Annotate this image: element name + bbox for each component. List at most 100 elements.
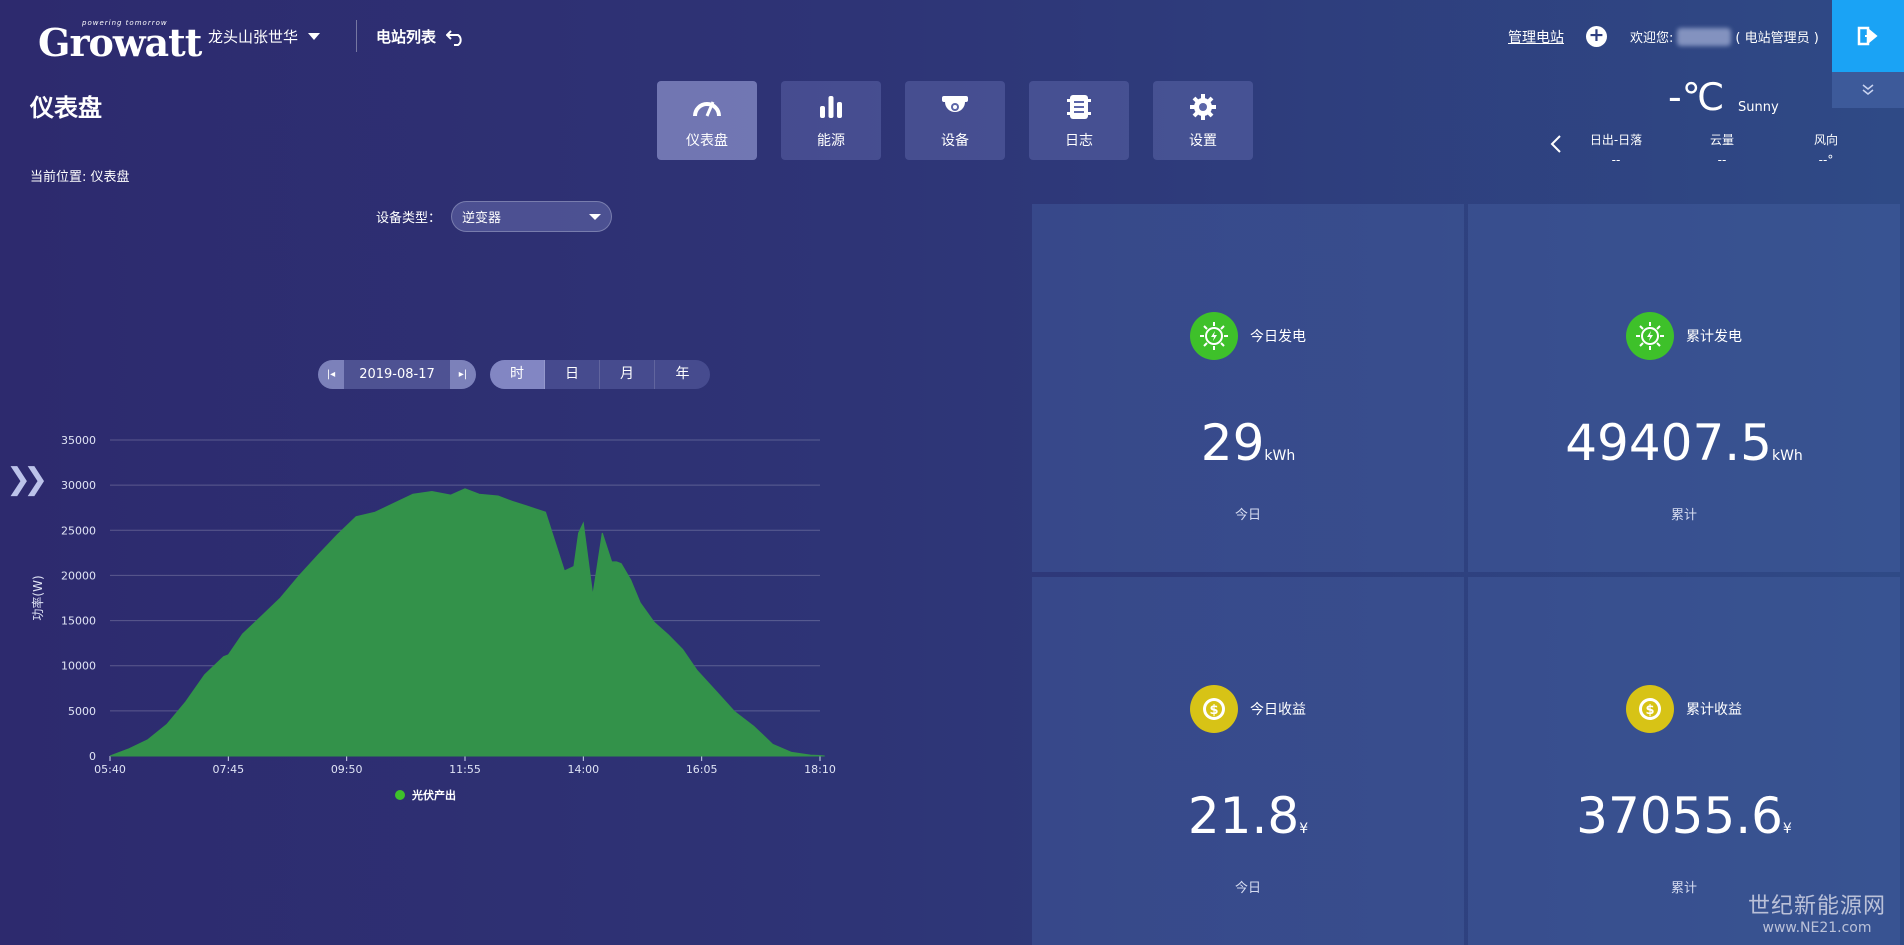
card-today-generation: 今日发电 29kWh 今日: [1032, 204, 1464, 572]
x-tick-label: 16:05: [686, 763, 718, 776]
legend-marker: [395, 790, 405, 800]
x-tick-label: 14:00: [567, 763, 599, 776]
station-selector[interactable]: 龙头山张世华: [208, 26, 321, 47]
dashboard-icon: [693, 100, 721, 117]
card-unit: kWh: [1771, 448, 1803, 464]
weather-wind-direction: 风向 --°: [1786, 130, 1866, 170]
date-prev-button[interactable]: |◂: [318, 360, 344, 389]
device-type-select[interactable]: 逆变器: [451, 201, 612, 232]
add-plant-button[interactable]: +: [1586, 26, 1607, 47]
y-tick-label: 10000: [61, 660, 96, 673]
logo-text: Growatt: [38, 20, 202, 65]
card-number: 49407.5: [1565, 414, 1772, 472]
watermark-line2: www.NE21.com: [1762, 920, 1872, 936]
coin-icon: $: [1626, 685, 1674, 733]
weather-condition: Sunny: [1738, 100, 1779, 115]
tab-settings[interactable]: 设置: [1153, 81, 1253, 160]
x-tick-label: 05:40: [94, 763, 126, 776]
skip-forward-icon: ▸|: [458, 369, 468, 380]
date-value[interactable]: 2019-08-17: [359, 367, 435, 382]
gear-icon: [1190, 93, 1216, 120]
period-year[interactable]: 年: [675, 366, 690, 382]
date-picker[interactable]: |◂ 2019-08-17 ▸|: [318, 360, 476, 389]
welcome-role: ( 电站管理员 ): [1735, 31, 1819, 46]
manage-plant-link[interactable]: 管理电站: [1508, 30, 1564, 46]
y-tick-label: 20000: [61, 569, 96, 582]
weather-prev-button[interactable]: [1550, 134, 1562, 160]
svg-text:$: $: [1645, 703, 1654, 718]
card-unit: ¥: [1299, 821, 1309, 837]
card-header: $ 累计收益: [1468, 685, 1900, 733]
card-value: 21.8¥: [1032, 787, 1464, 845]
weather-col-value: --: [1717, 153, 1727, 167]
card-number: 37055.6: [1576, 787, 1783, 845]
period-selector: 时 日 月 年: [490, 360, 710, 389]
card-subtitle: 累计: [1670, 508, 1697, 523]
y-tick-label: 30000: [61, 479, 96, 492]
card-title: 累计收益: [1686, 702, 1742, 718]
y-tick-label: 15000: [61, 615, 96, 628]
series-area-pv-output: [109, 488, 825, 757]
tab-log[interactable]: 日志: [1029, 81, 1129, 160]
sun-bolt-icon: [1626, 312, 1674, 360]
caret-down-icon: [589, 213, 601, 220]
card-total-income: $ 累计收益 37055.6¥ 累计: [1468, 577, 1900, 945]
tab-label: 设置: [1189, 132, 1217, 149]
expand-button[interactable]: [1832, 72, 1904, 108]
tab-label: 设备: [941, 132, 969, 149]
weather-col-label: 风向: [1813, 133, 1838, 147]
skip-back-icon: |◂: [326, 369, 336, 380]
card-header: $ 今日收益: [1032, 685, 1464, 733]
x-tick-label: 09:50: [331, 763, 363, 776]
x-tick-label: 18:10: [804, 763, 836, 776]
tab-dashboard[interactable]: 仪表盘: [657, 81, 757, 160]
welcome-prefix: 欢迎您:: [1630, 31, 1674, 46]
logout-button[interactable]: [1832, 0, 1904, 72]
card-header: 今日发电: [1032, 312, 1464, 360]
page-title: 仪表盘: [30, 94, 102, 122]
x-tick-label: 11:55: [449, 763, 481, 776]
device-camera-icon: [942, 95, 968, 112]
y-tick-label: 5000: [68, 705, 96, 718]
weather-col-value: --°: [1818, 153, 1834, 167]
period-hour[interactable]: 时: [490, 360, 545, 389]
period-month[interactable]: 月: [600, 360, 655, 389]
weather-sunrise-sunset: 日出-日落 --: [1576, 130, 1656, 170]
card-number: 29: [1200, 414, 1265, 472]
y-tick-label: 0: [89, 750, 96, 763]
card-header: 累计发电: [1468, 312, 1900, 360]
main-tabs: 仪表盘 能源 设备 日志 设置: [657, 81, 1253, 160]
weather-temperature: -℃: [1668, 75, 1725, 119]
card-unit: ¥: [1782, 821, 1792, 837]
plant-list-button[interactable]: 电站列表: [376, 26, 466, 47]
date-next-button[interactable]: ▸|: [450, 360, 476, 389]
welcome-text: 欢迎您: ( 电站管理员 ): [1630, 27, 1819, 46]
caret-down-icon: [308, 33, 321, 40]
tab-energy[interactable]: 能源: [781, 81, 881, 160]
plant-list-label: 电站列表: [376, 28, 437, 46]
card-title: 今日发电: [1250, 329, 1306, 345]
log-icon: [1067, 94, 1091, 119]
card-unit: kWh: [1264, 448, 1296, 464]
card-value: 37055.6¥: [1468, 787, 1900, 845]
period-day[interactable]: 日: [545, 360, 600, 389]
card-today-income: $ 今日收益 21.8¥ 今日: [1032, 577, 1464, 945]
device-type-value: 逆变器: [462, 211, 502, 226]
sun-bolt-icon: [1190, 312, 1238, 360]
card-number: 21.8: [1187, 787, 1300, 845]
tab-device[interactable]: 设备: [905, 81, 1005, 160]
undo-arrow-icon: [446, 29, 462, 46]
header-divider: [356, 20, 357, 52]
plus-icon: +: [1588, 24, 1605, 46]
blurred-username: [1677, 27, 1732, 46]
card-subtitle: 累计: [1670, 881, 1697, 896]
breadcrumb: 当前位置: 仪表盘: [30, 170, 130, 185]
card-subtitle: 今日: [1234, 508, 1261, 523]
svg-text:$: $: [1209, 703, 1218, 718]
double-chevron-down-icon: [1862, 84, 1874, 95]
card-value: 49407.5kWh: [1468, 414, 1900, 472]
card-subtitle: 今日: [1234, 881, 1261, 896]
device-type-label: 设备类型：: [376, 211, 442, 226]
growatt-logo: powering tomorrow Growatt: [38, 14, 202, 65]
x-tick-label: 07:45: [212, 763, 244, 776]
